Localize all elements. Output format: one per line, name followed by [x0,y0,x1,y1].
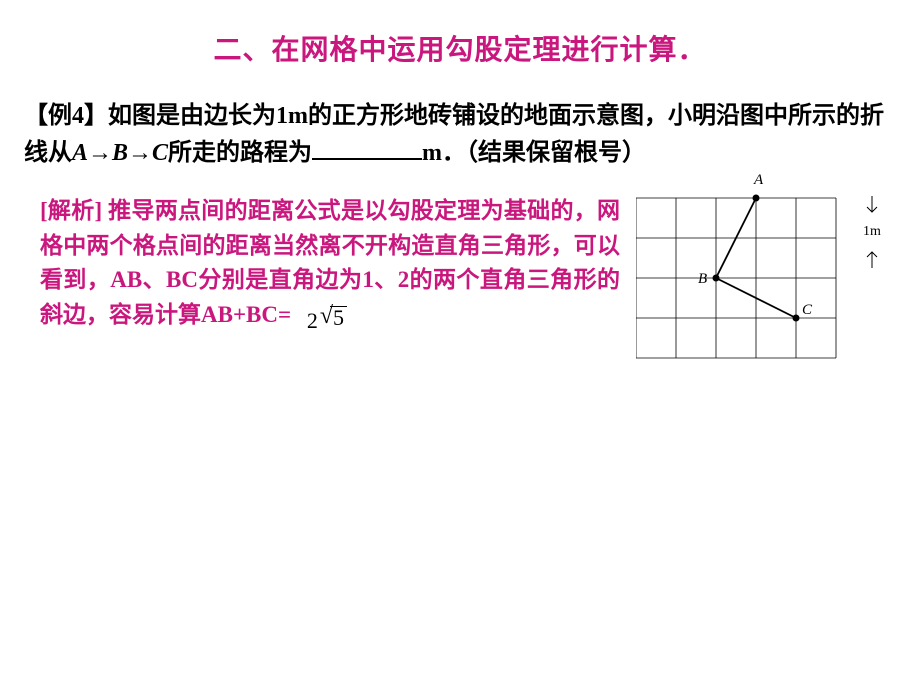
path-label: A→B→C [72,140,168,166]
problem-unit: m． [422,140,466,166]
sqrt-coefficient: 2 [307,304,320,337]
dimension-label: 1m [857,216,887,248]
problem-statement: 【例4】如图是由边长为1m的正方形地砖铺设的地面示意图，小明沿图中所示的折线从A… [0,68,920,172]
grid-svg: B C [636,178,846,368]
problem-mid: 所走的路程为 [168,140,312,166]
answer-value: 2 √ 5 [307,304,347,339]
grid-figure: A B C 1m [636,178,884,368]
analysis-label: [解析] [40,198,102,223]
point-a [753,195,760,202]
point-b [713,275,720,282]
point-label-a: A [754,172,763,189]
answer-blank [312,136,422,160]
point-c [793,315,800,322]
dimension-indicator: 1m [857,196,887,268]
point-label-b: B [698,271,707,287]
grid-lines [636,198,836,358]
heading-text: 二、在网格中运用勾股定理进行计算． [213,35,706,66]
section-heading: 二、在网格中运用勾股定理进行计算． [0,0,920,68]
sqrt-expression: 2 √ 5 [307,304,347,337]
arrow-down-icon [857,196,887,216]
point-label-c: C [802,302,813,318]
problem-suffix: （结果保留根号） [466,140,646,166]
sqrt-radicand: 5 [330,306,347,329]
arrow-up-icon [857,248,887,268]
